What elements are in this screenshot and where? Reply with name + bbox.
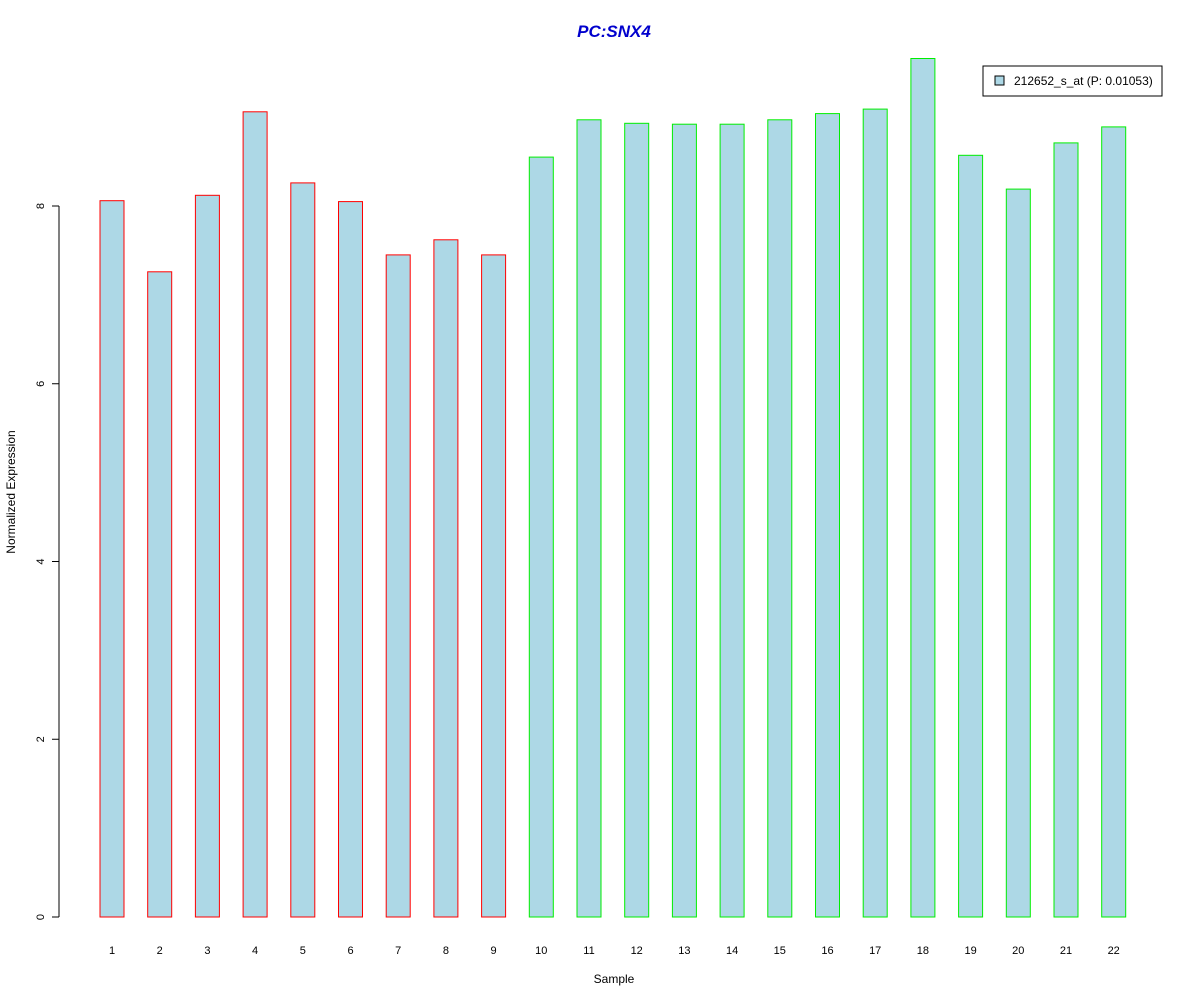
y-tick-label: 6 (35, 381, 47, 387)
y-tick-label: 2 (35, 736, 47, 742)
bar (958, 154, 984, 918)
x-tick-label: 20 (1012, 945, 1024, 957)
x-tick-labels: 1 2 3 4 5 6 7 8 9 10 11 12 13 14 15 16 17 18 19 20 21 22 (109, 945, 1120, 957)
x-tick-label: 16 (821, 945, 833, 957)
x-axis-label: Sample (594, 972, 635, 986)
x-tick-label: 19 (964, 945, 976, 957)
bar (290, 182, 316, 918)
x-tick-label: 5 (300, 945, 306, 957)
x-tick-label: 4 (252, 945, 258, 957)
x-tick-label: 15 (774, 945, 786, 957)
x-tick-label: 18 (917, 945, 929, 957)
x-tick-label: 10 (535, 945, 547, 957)
bar (242, 111, 268, 918)
bar (576, 119, 602, 918)
x-tick-label: 22 (1108, 945, 1120, 957)
x-tick-label: 1 (109, 945, 115, 957)
y-tick-label: 4 (35, 558, 47, 564)
bar (528, 156, 554, 918)
bar (99, 200, 125, 918)
chart-title: PC:SNX4 (577, 22, 651, 41)
bar (815, 113, 840, 918)
x-tick-label: 17 (869, 945, 881, 957)
bars (99, 58, 1127, 918)
x-tick-label: 21 (1060, 945, 1072, 957)
x-tick-label: 13 (678, 945, 690, 957)
legend: 212652_s_at (P: 0.01053) (982, 65, 1163, 97)
x-tick-label: 6 (347, 945, 353, 957)
x-tick-label: 7 (395, 945, 401, 957)
x-tick-label: 14 (726, 945, 738, 957)
bar (671, 123, 697, 918)
bar (194, 194, 220, 918)
bar (624, 122, 650, 918)
x-tick-label: 3 (204, 945, 210, 957)
legend-swatch (994, 75, 1005, 86)
legend-entry: 212652_s_at (P: 0.01053) (1014, 74, 1153, 88)
x-tick-label: 8 (443, 945, 449, 957)
bar (862, 108, 888, 918)
bar (147, 271, 173, 918)
y-axis: 0 2 4 6 8 (35, 203, 60, 920)
bar (338, 201, 363, 918)
bar (767, 119, 793, 918)
y-tick-label: 8 (35, 203, 47, 209)
y-axis-label: Normalized Expression (4, 430, 18, 553)
y-tick-label: 0 (35, 914, 47, 920)
bar (481, 254, 507, 918)
bar (433, 239, 459, 918)
x-tick-label: 12 (631, 945, 643, 957)
x-tick-label: 11 (583, 945, 594, 957)
bar (1005, 188, 1031, 918)
bar (385, 254, 411, 918)
bar (910, 58, 936, 918)
x-tick-label: 2 (157, 945, 163, 957)
legend-box (982, 65, 1163, 97)
bar (1101, 126, 1127, 918)
x-tick-label: 9 (491, 945, 497, 957)
bar (719, 123, 745, 918)
bar (1053, 142, 1079, 918)
